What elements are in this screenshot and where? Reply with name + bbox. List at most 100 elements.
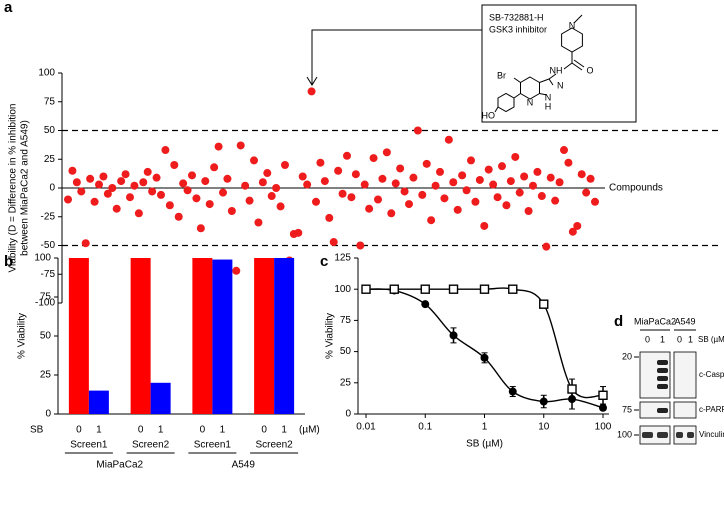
data-point (219, 188, 227, 197)
structure-atom: N (557, 80, 564, 90)
data-point (307, 87, 316, 96)
data-point (236, 141, 245, 150)
structure-atom: Br (497, 70, 506, 80)
dose-label: 1 (281, 425, 287, 436)
dose-label: 1 (220, 425, 226, 436)
dose-label: 0 (645, 334, 650, 344)
data-point (440, 194, 449, 203)
structure (494, 14, 585, 113)
x-prefix: SB (30, 425, 44, 436)
data-point (361, 284, 371, 294)
data-point (157, 190, 165, 199)
data-point (108, 184, 117, 192)
structure-atom: NH (550, 65, 563, 75)
data-point (139, 178, 148, 187)
structure-atom: N (569, 20, 576, 30)
data-point (68, 166, 77, 175)
y-tick-label: 50 (40, 331, 52, 342)
compound-class: GSK3 inhibitor (489, 24, 547, 34)
data-point (201, 177, 210, 186)
data-point (400, 187, 409, 196)
data-point (546, 173, 555, 182)
y-axis-title: between MiaPaCa2 and A549) (20, 120, 31, 256)
y-tick-label: 75 (340, 315, 352, 326)
y-tick-label: 50 (44, 125, 56, 136)
data-point (267, 192, 276, 201)
y-tick-label: 100 (38, 68, 55, 79)
group-label: A549 (232, 460, 256, 471)
y-axis-title: Viability (D = Difference in % inhibitio… (8, 104, 19, 273)
x-tick-label: 1 (482, 422, 488, 433)
data-point (418, 190, 427, 199)
data-point (511, 152, 520, 161)
data-point (232, 266, 241, 275)
data-point (405, 200, 413, 209)
data-point (245, 196, 254, 205)
dose-label: 1 (158, 425, 164, 436)
blot-band (687, 432, 694, 438)
data-point (338, 189, 347, 198)
y-tick-label: 125 (334, 253, 351, 264)
data-point (502, 201, 511, 210)
bar (212, 259, 233, 414)
data-point (103, 189, 112, 198)
data-point (586, 174, 595, 183)
data-point (533, 167, 542, 176)
data-point (86, 174, 95, 183)
y-tick-label: 100 (34, 253, 51, 264)
data-point (72, 178, 81, 187)
data-point (493, 193, 502, 202)
y-tick-label: 75 (44, 96, 56, 107)
blot-band (657, 376, 668, 381)
data-point (484, 165, 493, 174)
data-point (389, 284, 399, 294)
marker-label: 100 (617, 429, 632, 439)
data-point (378, 174, 387, 183)
panel-letter: d (614, 313, 623, 330)
blot-band (657, 368, 668, 373)
marker-label: 75 (622, 404, 632, 414)
data-point (294, 228, 303, 237)
data-point (537, 192, 546, 201)
category-label: Screen2 (132, 440, 170, 451)
dose-label: 1 (660, 334, 665, 344)
dose-label: 0 (677, 334, 682, 344)
data-point (165, 201, 174, 210)
dose-label: 1 (688, 334, 693, 344)
data-point (347, 193, 356, 202)
arrow-head (306, 76, 318, 86)
dose-label: 1 (96, 425, 102, 436)
data-point (258, 178, 267, 187)
data-point (539, 397, 548, 406)
blot-panel (639, 351, 671, 399)
data-point (320, 177, 329, 186)
data-point (498, 162, 506, 171)
data-point (458, 171, 467, 180)
category-label: Screen1 (70, 440, 108, 451)
y-axis-title: % Viability (325, 313, 336, 359)
data-point (126, 193, 134, 202)
data-point (409, 173, 418, 182)
data-point (210, 163, 219, 172)
data-point (227, 207, 236, 215)
dose-label: 0 (138, 425, 144, 436)
data-point (64, 195, 72, 204)
data-point (568, 227, 577, 236)
data-point (599, 403, 607, 412)
data-point (312, 197, 320, 206)
data-point (524, 207, 533, 215)
data-point (555, 178, 564, 187)
data-point (489, 180, 498, 189)
data-point (471, 197, 480, 206)
cell-line-label: MiaPaCa2 (634, 316, 676, 326)
data-point (520, 172, 529, 181)
data-point (360, 180, 369, 189)
data-point (577, 170, 586, 179)
data-point (369, 154, 378, 163)
data-point (374, 195, 382, 204)
panel-letter: c (320, 253, 328, 270)
x-tick-label: 0.1 (418, 422, 432, 433)
bar (254, 258, 275, 414)
data-point (387, 209, 396, 218)
